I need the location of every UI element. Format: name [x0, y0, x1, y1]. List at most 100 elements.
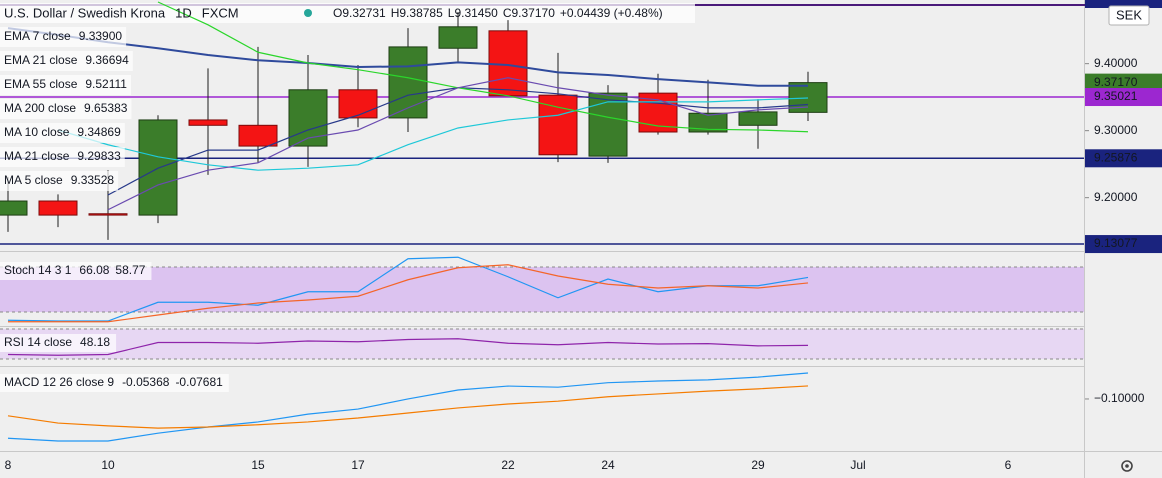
candle-body [438, 26, 478, 49]
price-tag [1085, 149, 1162, 168]
y-tick-label: 9.20000 [1094, 190, 1138, 204]
candle-body [238, 124, 278, 147]
legend-name: MA 10 close [4, 125, 70, 139]
pane-title: RSI 14 close [4, 335, 72, 349]
candle-body [288, 89, 328, 147]
x-tick-label: 24 [601, 458, 615, 472]
legend-name: EMA 55 close [4, 77, 78, 91]
top-price-tag [1085, 0, 1162, 8]
labels-layer: 9.20000 9.30000 9.40000 8 10 15 17 22 24 29 Jul 6 9.… [0, 5, 1162, 472]
ohlc-value: C9.37170 [503, 6, 555, 20]
ohlc-value: +0.04439 (+0.48%) [560, 6, 663, 20]
candle-body [538, 94, 578, 156]
candle-body [138, 119, 178, 216]
pane-title-background [0, 374, 229, 392]
legend-background [0, 123, 125, 143]
legend-background [0, 147, 125, 167]
price-tag-label: 9.25876 [1094, 150, 1138, 164]
x-tick-label: Jul [850, 458, 865, 472]
y-tick-label: 9.30000 [1094, 123, 1138, 137]
ohlc-value: L9.31450 [448, 6, 498, 20]
header-background [0, 3, 695, 23]
candle-body [88, 213, 128, 216]
symbol-title: U.S. Dollar / Swedish Krona [4, 5, 166, 20]
indicator-line [57, 97, 809, 171]
candle-body [188, 119, 228, 126]
interval: 1D [175, 5, 192, 20]
x-tick-label: 6 [1005, 458, 1012, 472]
legend-background [0, 27, 127, 47]
indicator-line [7, 338, 809, 356]
legend-value: 9.36694 [85, 53, 129, 67]
legend-name: MA 200 close [4, 101, 76, 115]
legend-name: EMA 7 close [4, 29, 71, 43]
x-tick-label: 15 [251, 458, 265, 472]
legend-name: MA 5 close [4, 173, 63, 187]
x-tick-label: 29 [751, 458, 765, 472]
price-tag-label: 9.13077 [1094, 236, 1138, 250]
pane-title-background [0, 262, 152, 280]
candle-body [0, 200, 28, 216]
legend-name: EMA 21 close [4, 53, 78, 67]
candle-body [38, 200, 78, 216]
legend-value: 9.33528 [71, 173, 115, 187]
indicator-line [107, 77, 809, 211]
currency-box[interactable] [1108, 5, 1150, 26]
legend-value: 9.34869 [77, 125, 121, 139]
legend-value: 9.33900 [79, 29, 123, 43]
candle-body [588, 92, 628, 157]
pane-title: MACD 12 26 close 9 [4, 375, 114, 389]
indicator-line [157, 1, 809, 133]
x-tick-label: 10 [101, 458, 115, 472]
legend-background [0, 99, 132, 119]
legend-value: 9.29833 [77, 149, 121, 163]
ohlc-value: O9.32731 [333, 6, 386, 20]
pane-title: Stoch 14 3 1 [4, 263, 72, 277]
indicator-line [7, 372, 809, 442]
pane-value: -0.07681 [175, 375, 223, 389]
legend-background [0, 75, 131, 95]
legend-name: MA 21 close [4, 149, 70, 163]
indicators-layer [7, 1, 809, 442]
price-tag-label: 9.35021 [1094, 89, 1138, 103]
price-tag-label: 9.37170 [1094, 75, 1138, 89]
candle-body [388, 46, 428, 119]
pane-value: 58.77 [115, 263, 145, 277]
pane-value: 48.18 [80, 335, 110, 349]
legend-value: 9.52111 [85, 77, 127, 91]
pane-title-background [0, 334, 117, 352]
indicator-line [8, 264, 809, 323]
indicator-line [7, 385, 809, 429]
x-tick-label: 8 [5, 458, 12, 472]
pane-value: 66.08 [79, 263, 109, 277]
candle-body [738, 111, 778, 126]
settings-icon[interactable] [1121, 460, 1133, 472]
settings-gear[interactable] [1121, 460, 1133, 472]
y-tick-label: 9.40000 [1094, 56, 1138, 70]
price-tag [1085, 73, 1162, 92]
ohlc-value: H9.38785 [391, 6, 443, 20]
legend-value: 9.65383 [84, 101, 128, 115]
legend-background [0, 171, 119, 191]
legend-background [0, 51, 133, 71]
indicator-line [7, 256, 809, 322]
candles-layer [0, 12, 828, 240]
source: FXCM [202, 5, 239, 20]
candle-body [688, 112, 728, 133]
x-tick-label: 22 [501, 458, 515, 472]
settings-gear-center[interactable] [1125, 464, 1129, 468]
currency: SEK [1116, 7, 1142, 22]
price-tag [1085, 235, 1162, 254]
band [0, 267, 1084, 313]
candle-body [338, 89, 378, 119]
market-status-dot [304, 9, 312, 17]
price-lines-layer [0, 96, 1084, 360]
price-tag [1085, 88, 1162, 107]
pane-value: -0.05368 [122, 375, 170, 389]
indicator-line [7, 27, 809, 87]
x-tick-label: 17 [351, 458, 365, 472]
y-tick-label: −0.10000 [1094, 391, 1145, 405]
